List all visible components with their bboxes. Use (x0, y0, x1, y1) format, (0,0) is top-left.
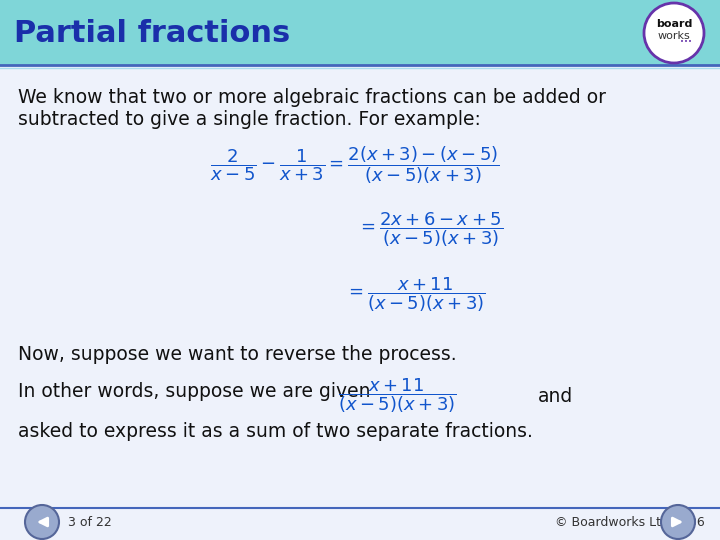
Text: and: and (538, 387, 573, 406)
Text: 3 of 22: 3 of 22 (68, 516, 112, 529)
Text: •••: ••• (680, 39, 692, 45)
Text: In other words, suppose we are given: In other words, suppose we are given (18, 382, 371, 401)
Text: asked to express it as a sum of two separate fractions.: asked to express it as a sum of two sepa… (18, 422, 533, 441)
Text: $= \dfrac{x+11}{(x-5)(x+3)}$: $= \dfrac{x+11}{(x-5)(x+3)}$ (345, 276, 485, 314)
Text: board: board (656, 19, 692, 29)
Text: © Boardworks Ltd 2006: © Boardworks Ltd 2006 (555, 516, 705, 529)
Text: $= \dfrac{2x+6-x+5}{(x-5)(x+3)}$: $= \dfrac{2x+6-x+5}{(x-5)(x+3)}$ (357, 211, 503, 249)
Text: Partial fractions: Partial fractions (14, 18, 290, 48)
Text: Now, suppose we want to reverse the process.: Now, suppose we want to reverse the proc… (18, 345, 456, 364)
Text: $\dfrac{x+11}{(x-5)(x+3)}$: $\dfrac{x+11}{(x-5)(x+3)}$ (338, 377, 456, 415)
Text: works: works (657, 31, 690, 41)
Circle shape (661, 505, 695, 539)
FancyBboxPatch shape (0, 0, 720, 65)
Text: $\dfrac{2}{x-5} - \dfrac{1}{x+3} = \dfrac{2(x+3)-(x-5)}{(x-5)(x+3)}$: $\dfrac{2}{x-5} - \dfrac{1}{x+3} = \dfra… (210, 144, 500, 186)
Text: subtracted to give a single fraction. For example:: subtracted to give a single fraction. Fo… (18, 110, 481, 129)
Circle shape (25, 505, 59, 539)
Circle shape (644, 3, 704, 63)
Text: We know that two or more algebraic fractions can be added or: We know that two or more algebraic fract… (18, 88, 606, 107)
